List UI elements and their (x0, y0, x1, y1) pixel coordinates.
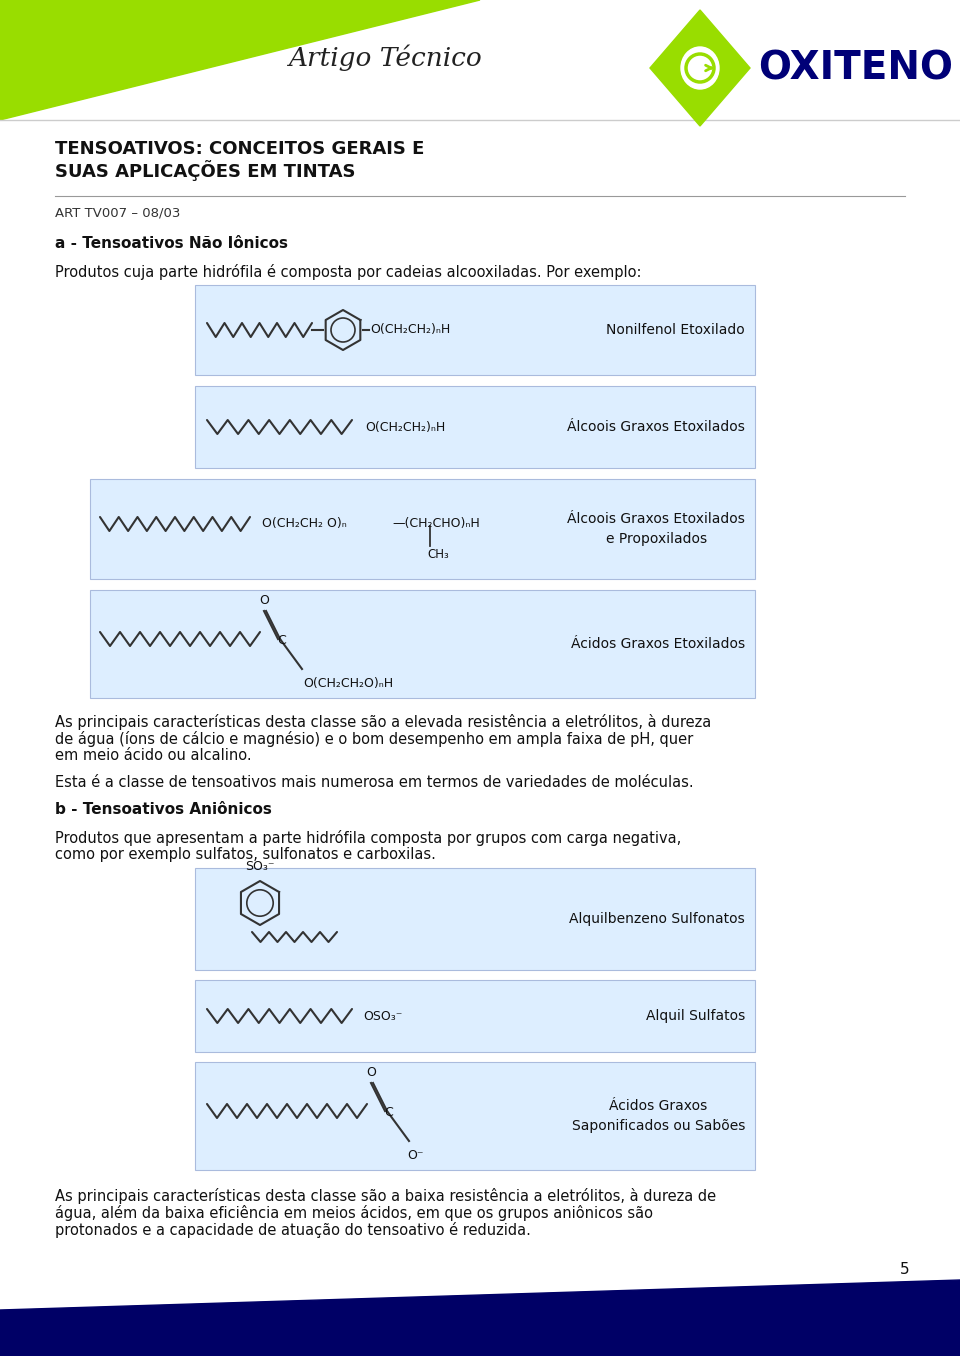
FancyBboxPatch shape (195, 1062, 755, 1170)
Text: Álcoois Graxos Etoxilados
e Propoxilados: Álcoois Graxos Etoxilados e Propoxilados (567, 513, 745, 545)
Polygon shape (0, 1280, 960, 1356)
Text: TENSOATIVOS: CONCEITOS GERAIS E: TENSOATIVOS: CONCEITOS GERAIS E (55, 140, 424, 159)
Text: O(CH₂CH₂)ₙH: O(CH₂CH₂)ₙH (365, 420, 445, 434)
Polygon shape (0, 0, 480, 119)
Text: SO₃⁻: SO₃⁻ (245, 860, 275, 873)
Text: de água (íons de cálcio e magnésio) e o bom desempenho em ampla faixa de pH, que: de água (íons de cálcio e magnésio) e o … (55, 731, 693, 747)
Text: Alquil Sulfatos: Alquil Sulfatos (646, 1009, 745, 1022)
Text: Ácidos Graxos Etoxilados: Ácidos Graxos Etoxilados (571, 637, 745, 651)
Text: Produtos cuja parte hidrófila é composta por cadeias alcooxiladas. Por exemplo:: Produtos cuja parte hidrófila é composta… (55, 264, 641, 279)
Text: Nonilfenol Etoxilado: Nonilfenol Etoxilado (607, 323, 745, 338)
Text: O: O (259, 594, 269, 607)
Text: O(CH₂CH₂ O)ₙ: O(CH₂CH₂ O)ₙ (262, 518, 347, 530)
Text: protonados e a capacidade de atuação do tensoativo é reduzida.: protonados e a capacidade de atuação do … (55, 1222, 531, 1238)
Text: OXITENO: OXITENO (758, 49, 953, 87)
Text: —(CH₂CHO)ₙH: —(CH₂CHO)ₙH (392, 518, 480, 530)
Text: em meio ácido ou alcalino.: em meio ácido ou alcalino. (55, 749, 252, 763)
Text: Artigo Técnico: Artigo Técnico (288, 45, 482, 72)
Ellipse shape (681, 47, 719, 89)
FancyBboxPatch shape (90, 590, 755, 698)
Text: b - Tensoativos Aniônicos: b - Tensoativos Aniônicos (55, 801, 272, 818)
Text: As principais características desta classe são a baixa resistência a eletrólitos: As principais características desta clas… (55, 1188, 716, 1204)
Text: Ácidos Graxos
Saponificados ou Sabões: Ácidos Graxos Saponificados ou Sabões (571, 1100, 745, 1132)
Text: Álcoois Graxos Etoxilados: Álcoois Graxos Etoxilados (567, 420, 745, 434)
Text: CH₃: CH₃ (427, 548, 448, 561)
Text: OSO₃⁻: OSO₃⁻ (363, 1009, 402, 1022)
Text: C: C (385, 1106, 394, 1120)
Text: Esta é a classe de tensoativos mais numerosa em termos de variedades de molécula: Esta é a classe de tensoativos mais nume… (55, 776, 694, 791)
Text: O(CH₂CH₂O)ₙH: O(CH₂CH₂O)ₙH (303, 677, 394, 690)
Text: Produtos que apresentam a parte hidrófila composta por grupos com carga negativa: Produtos que apresentam a parte hidrófil… (55, 830, 682, 846)
Text: C: C (277, 635, 286, 648)
Text: como por exemplo sulfatos, sulfonatos e carboxilas.: como por exemplo sulfatos, sulfonatos e … (55, 848, 436, 862)
Text: água, além da baixa eficiência em meios ácidos, em que os grupos aniônicos são: água, além da baixa eficiência em meios … (55, 1205, 653, 1220)
FancyBboxPatch shape (195, 868, 755, 970)
Text: SUAS APLICAÇÕES EM TINTAS: SUAS APLICAÇÕES EM TINTAS (55, 160, 355, 180)
FancyBboxPatch shape (195, 980, 755, 1052)
FancyBboxPatch shape (195, 386, 755, 468)
Text: a - Tensoativos Não Iônicos: a - Tensoativos Não Iônicos (55, 236, 288, 251)
Text: ART TV007 – 08/03: ART TV007 – 08/03 (55, 207, 180, 220)
Text: As principais características desta classe são a elevada resistência a eletrólit: As principais características desta clas… (55, 715, 711, 730)
Text: 5: 5 (900, 1262, 910, 1277)
Text: O: O (366, 1066, 376, 1079)
Text: O⁻: O⁻ (407, 1149, 423, 1162)
FancyBboxPatch shape (195, 285, 755, 376)
Text: Alquilbenzeno Sulfonatos: Alquilbenzeno Sulfonatos (569, 913, 745, 926)
FancyBboxPatch shape (90, 479, 755, 579)
Bar (0, 0, 960, 119)
Polygon shape (650, 9, 750, 126)
Polygon shape (0, 1285, 960, 1356)
Text: O(CH₂CH₂)ₙH: O(CH₂CH₂)ₙH (370, 324, 450, 336)
